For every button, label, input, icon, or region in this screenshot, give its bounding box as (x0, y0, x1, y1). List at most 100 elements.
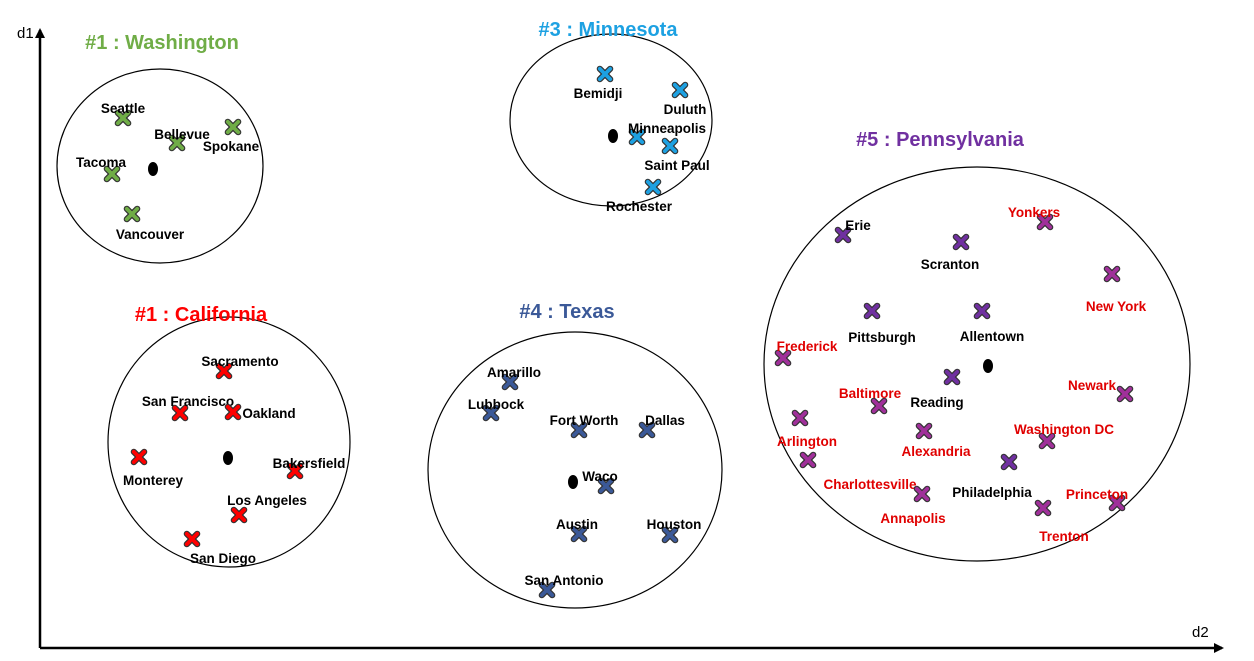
city-label: Spokane (203, 139, 260, 154)
city-label: Bellevue (154, 127, 210, 142)
city-label: Minneapolis (628, 121, 706, 136)
city-marker (168, 134, 186, 152)
city-label: San Diego (190, 551, 256, 566)
city-marker (570, 421, 588, 439)
city-marker (596, 65, 614, 83)
city-label: Rochester (606, 199, 673, 214)
city-marker (791, 409, 809, 427)
city-label: Arlington (777, 434, 837, 449)
city-marker (215, 362, 233, 380)
city-marker (952, 233, 970, 251)
city-marker (538, 581, 556, 599)
city-marker (224, 118, 242, 136)
x-axis-label: d2 (1192, 624, 1209, 641)
city-label: Erie (845, 218, 871, 233)
cluster-boundary (509, 33, 713, 207)
city-label: Alexandria (901, 444, 971, 459)
city-marker (628, 128, 646, 146)
cluster-california: #1 : California Sacramento San Francisco Oa… (107, 304, 351, 568)
city-label: San Antonio (525, 573, 604, 588)
city-marker (570, 525, 588, 543)
city-marker (1108, 494, 1126, 512)
city-marker (774, 349, 792, 367)
city-marker (1116, 385, 1134, 403)
city-label: Pittsburgh (848, 330, 916, 345)
city-marker (913, 485, 931, 503)
city-marker (943, 368, 961, 386)
city-marker (123, 205, 141, 223)
city-marker (834, 226, 852, 244)
city-marker (114, 109, 132, 127)
city-label: Amarillo (487, 365, 541, 380)
city-label: Houston (647, 517, 702, 532)
city-label: Washington DC (1014, 422, 1114, 437)
cluster-boundary (56, 68, 264, 264)
city-marker (671, 81, 689, 99)
city-marker (1038, 432, 1056, 450)
centroid-dot (608, 129, 618, 143)
city-marker (973, 302, 991, 320)
city-marker (1036, 213, 1054, 231)
cluster-title: #5 : Pennsylvania (856, 129, 1025, 151)
city-label: New York (1086, 299, 1147, 314)
city-label: Waco (582, 469, 618, 484)
cluster-texas: #4 : Texas Amarillo Lubbock Fort Worth Dalla… (427, 301, 723, 609)
city-label: Scranton (921, 257, 980, 272)
city-marker (638, 421, 656, 439)
city-marker (1103, 265, 1121, 283)
city-marker (1034, 499, 1052, 517)
city-label: Yonkers (1008, 205, 1060, 220)
city-label: Newark (1068, 378, 1117, 393)
city-marker (799, 451, 817, 469)
cluster-boundary (763, 166, 1191, 562)
city-marker (224, 403, 242, 421)
city-marker (1000, 453, 1018, 471)
city-label: Sacramento (201, 354, 278, 369)
city-label: Oakland (242, 406, 295, 421)
city-label: San Francisco (142, 394, 234, 409)
cluster-title: #1 : California (135, 304, 268, 326)
city-label: Reading (910, 395, 963, 410)
city-marker (286, 462, 304, 480)
centroid-dot (148, 162, 158, 176)
centroid-dot (983, 359, 993, 373)
city-label: Seattle (101, 101, 146, 116)
city-marker (183, 530, 201, 548)
cluster-title: #4 : Texas (519, 301, 614, 323)
city-label: Los Angeles (227, 493, 307, 508)
city-label: Lubbock (468, 397, 525, 412)
cluster-minnesota: #3 : Minnesota Bemidji Duluth Minneapolis Sa… (509, 19, 713, 214)
city-marker (482, 404, 500, 422)
city-label: Philadelphia (952, 485, 1032, 500)
cluster-boundary (107, 316, 351, 568)
cluster-title: #3 : Minnesota (539, 19, 679, 41)
city-label: Annapolis (880, 511, 945, 526)
city-marker (661, 526, 679, 544)
city-label: Trenton (1039, 529, 1089, 544)
city-marker (103, 165, 121, 183)
city-marker (870, 397, 888, 415)
city-label: Allentown (960, 329, 1025, 344)
cluster-boundary (427, 331, 723, 609)
centroid-dot (568, 475, 578, 489)
city-label: Duluth (664, 102, 707, 117)
city-label: Princeton (1066, 487, 1128, 502)
city-label: Baltimore (839, 386, 902, 401)
city-marker (863, 302, 881, 320)
city-label: Saint Paul (644, 158, 709, 173)
city-label: Vancouver (116, 227, 185, 242)
cluster-title: #1 : Washington (85, 32, 239, 54)
city-label: Bakersfield (273, 456, 346, 471)
city-marker (661, 137, 679, 155)
city-label: Tacoma (76, 155, 127, 170)
city-marker (171, 404, 189, 422)
city-marker (915, 422, 933, 440)
city-label: Frederick (777, 339, 838, 354)
city-label: Charlottesville (823, 477, 917, 492)
y-axis-label: d1 (17, 25, 34, 42)
city-marker (597, 477, 615, 495)
